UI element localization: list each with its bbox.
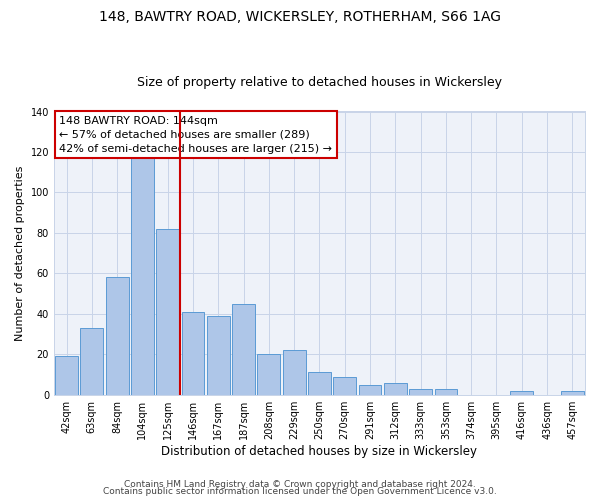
Text: Contains HM Land Registry data © Crown copyright and database right 2024.: Contains HM Land Registry data © Crown c… bbox=[124, 480, 476, 489]
Bar bbox=[561, 390, 584, 394]
Bar bbox=[409, 388, 432, 394]
Y-axis label: Number of detached properties: Number of detached properties bbox=[15, 166, 25, 341]
Bar bbox=[80, 328, 103, 394]
Bar bbox=[434, 388, 457, 394]
Bar bbox=[182, 312, 205, 394]
Bar bbox=[511, 390, 533, 394]
X-axis label: Distribution of detached houses by size in Wickersley: Distribution of detached houses by size … bbox=[161, 444, 478, 458]
Bar bbox=[334, 376, 356, 394]
Bar bbox=[106, 278, 128, 394]
Bar bbox=[55, 356, 78, 395]
Bar bbox=[308, 372, 331, 394]
Bar bbox=[359, 384, 382, 394]
Bar bbox=[131, 156, 154, 394]
Title: Size of property relative to detached houses in Wickersley: Size of property relative to detached ho… bbox=[137, 76, 502, 90]
Bar bbox=[257, 354, 280, 395]
Bar bbox=[384, 382, 407, 394]
Bar bbox=[157, 229, 179, 394]
Text: 148, BAWTRY ROAD, WICKERSLEY, ROTHERHAM, S66 1AG: 148, BAWTRY ROAD, WICKERSLEY, ROTHERHAM,… bbox=[99, 10, 501, 24]
Text: Contains public sector information licensed under the Open Government Licence v3: Contains public sector information licen… bbox=[103, 488, 497, 496]
Text: 148 BAWTRY ROAD: 144sqm
← 57% of detached houses are smaller (289)
42% of semi-d: 148 BAWTRY ROAD: 144sqm ← 57% of detache… bbox=[59, 116, 332, 154]
Bar bbox=[207, 316, 230, 394]
Bar bbox=[232, 304, 255, 394]
Bar bbox=[283, 350, 305, 395]
